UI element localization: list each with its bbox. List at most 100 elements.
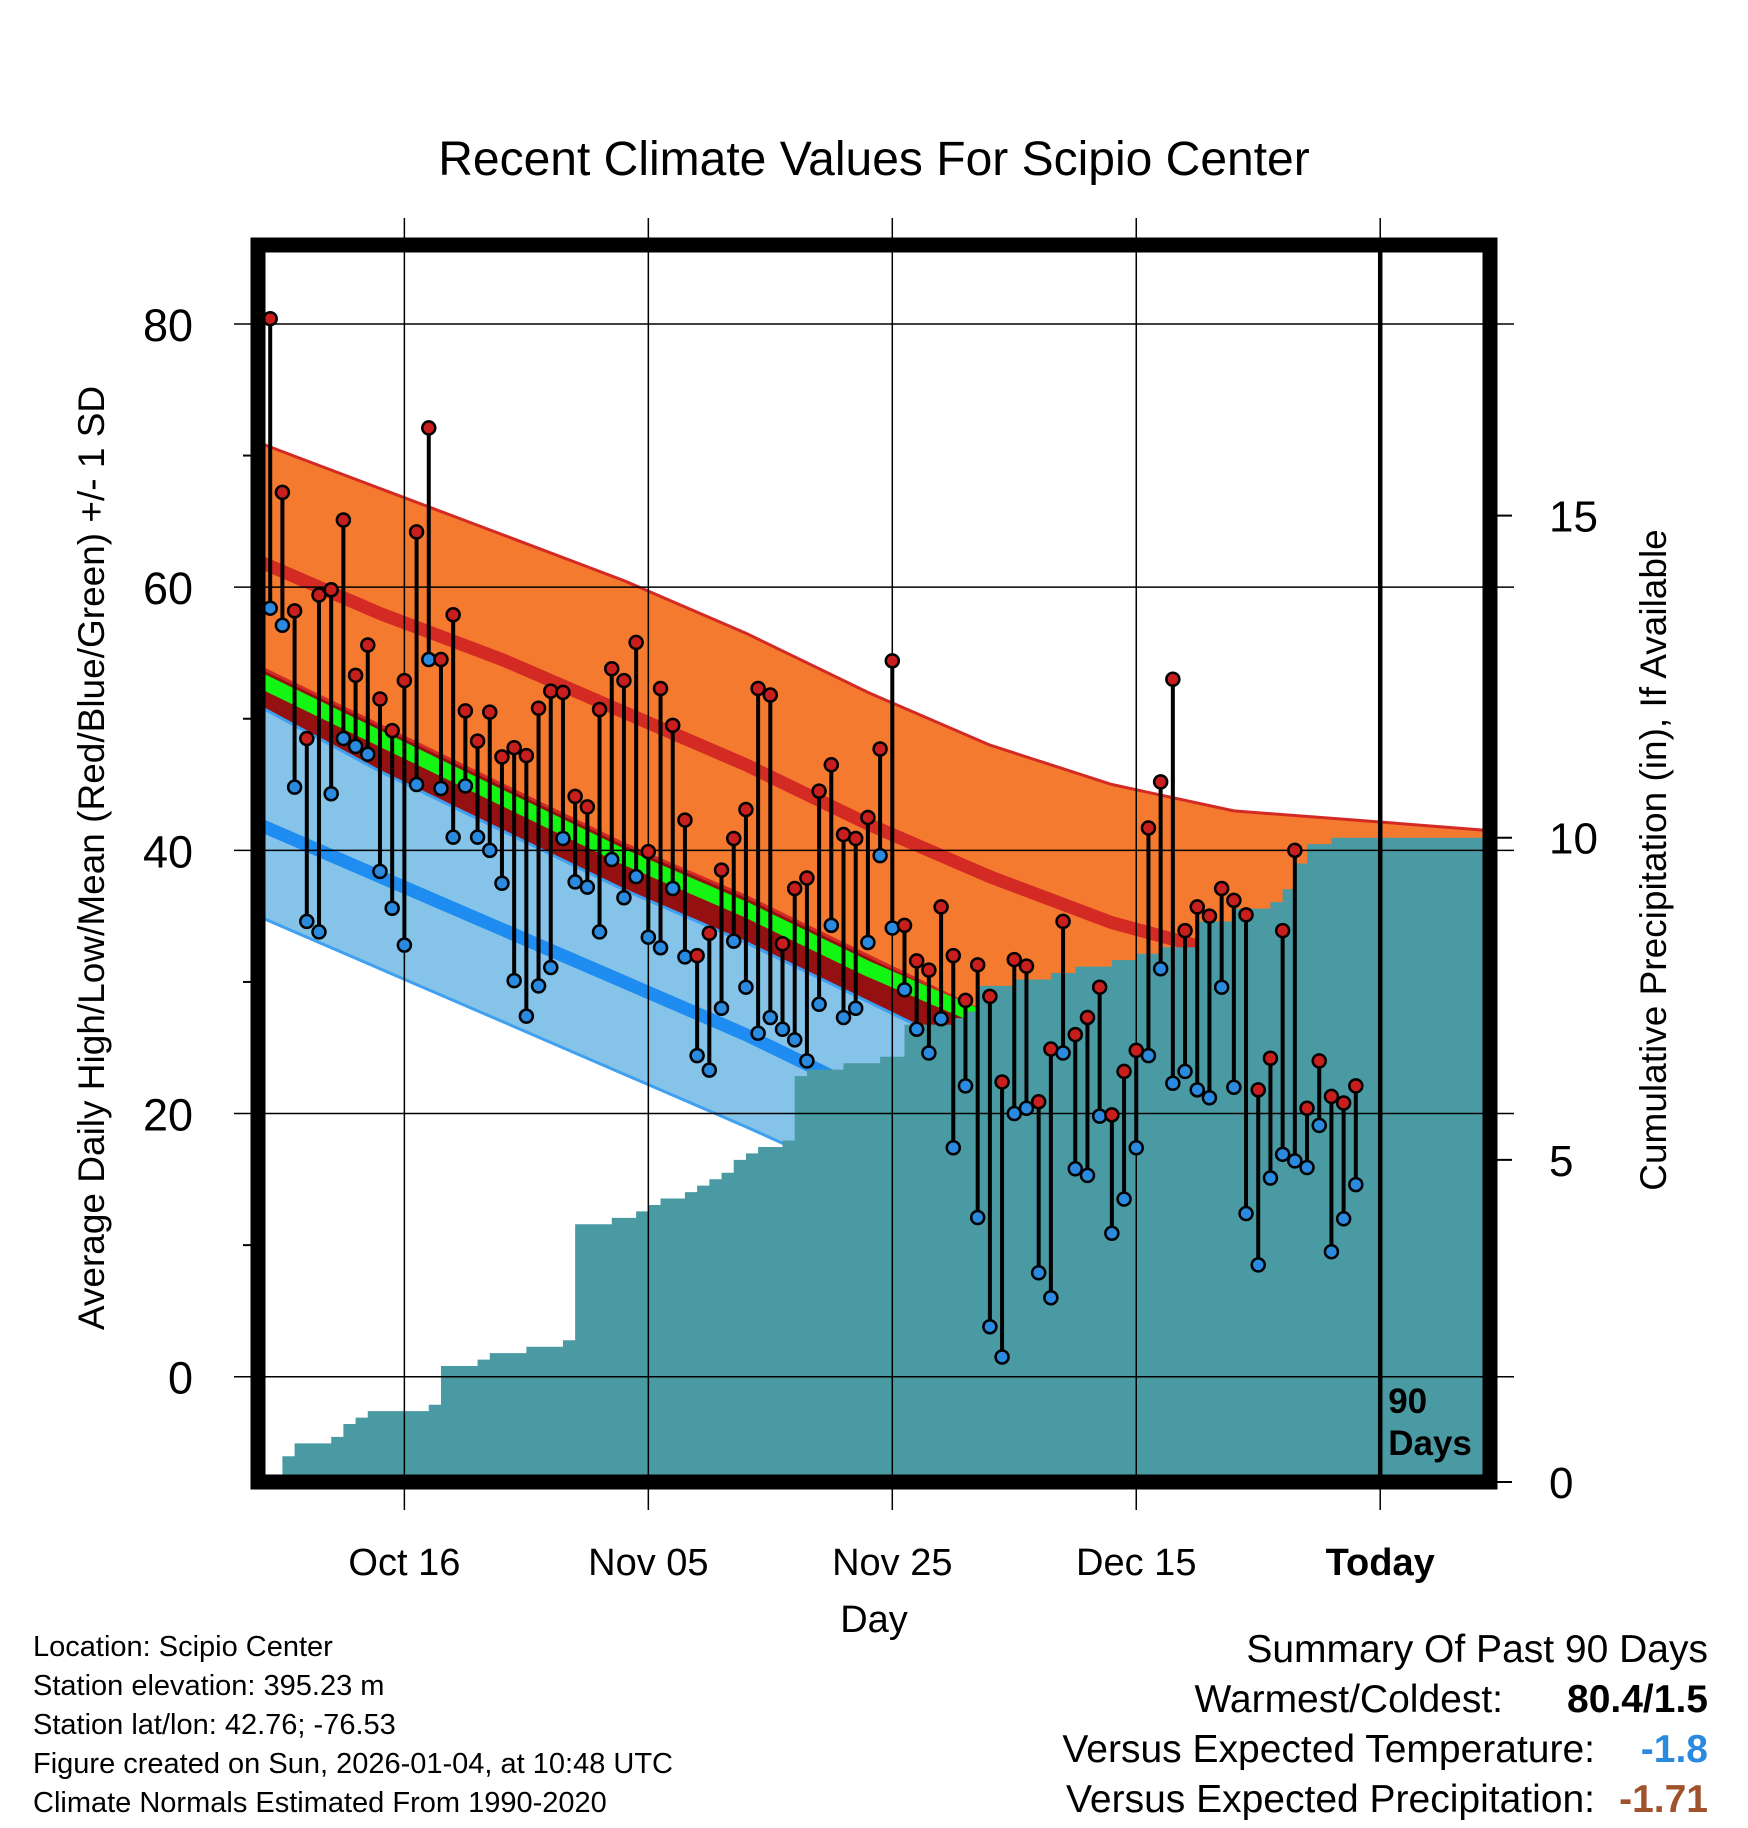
- daily-low-point: [1177, 1063, 1193, 1080]
- daily-low-point: [1055, 1045, 1071, 1061]
- daily-low-point: [1262, 1170, 1279, 1186]
- daily-low-point: [1006, 1105, 1023, 1122]
- daily-low-point: [543, 959, 559, 976]
- y-tick-label: 80: [143, 300, 193, 351]
- summary-temp-label: Versus Expected Temperature:: [1062, 1728, 1595, 1771]
- daily-low-point: [616, 889, 632, 906]
- daily-low-point: [847, 1000, 864, 1017]
- daily-high-point: [360, 637, 376, 653]
- daily-low-point: [677, 949, 693, 965]
- daily-high-point: [579, 799, 596, 815]
- daily-low-point: [262, 600, 278, 616]
- daily-low-point: [896, 982, 913, 998]
- high-upper-line: [257, 440, 1491, 833]
- daily-low-point: [1128, 1139, 1145, 1156]
- daily-low-point: [482, 842, 498, 859]
- daily-low-point: [1323, 1243, 1340, 1260]
- daily-low-point: [530, 978, 547, 994]
- daily-high-point: [384, 722, 400, 739]
- daily-low-point: [335, 730, 352, 747]
- plot-area: [254, 440, 1492, 1482]
- daily-low-point: [750, 1025, 766, 1042]
- daily-low-point: [713, 1000, 730, 1017]
- daily-low-point: [884, 920, 901, 936]
- daily-high-point: [969, 957, 986, 973]
- daily-low-point: [652, 939, 669, 956]
- chart-title: Recent Climate Values For Scipio Center: [438, 133, 1309, 186]
- daily-high-point: [1274, 922, 1291, 939]
- daily-high-point: [811, 783, 827, 799]
- daily-low-point: [994, 1349, 1010, 1365]
- daily-low-point: [1140, 1047, 1157, 1064]
- daily-high-point: [872, 741, 888, 757]
- daily-high-point: [799, 870, 815, 886]
- daily-low-point: [1226, 1079, 1242, 1095]
- daily-low-point: [1311, 1117, 1327, 1134]
- info-created: Figure created on Sun, 2026-01-04, at 10…: [33, 1748, 673, 1780]
- daily-high-point: [908, 953, 925, 969]
- daily-high-point: [555, 684, 571, 701]
- daily-high-point: [1250, 1082, 1266, 1098]
- daily-low-point: [969, 1209, 986, 1226]
- daily-high-point: [408, 524, 425, 540]
- daily-high-point: [603, 660, 620, 677]
- daily-low-point: [311, 924, 327, 940]
- daily-high-point: [543, 683, 559, 699]
- daily-high-point: [335, 512, 352, 528]
- daily-low-point: [908, 1021, 925, 1038]
- daily-low-point: [1299, 1159, 1315, 1176]
- daily-low-point: [933, 1011, 949, 1027]
- y-tick-label: 20: [143, 1090, 193, 1141]
- daily-high-point: [896, 917, 913, 934]
- daily-low-point: [518, 1008, 535, 1024]
- daily-low-point: [299, 913, 315, 930]
- daily-high-point: [1104, 1107, 1120, 1123]
- daily-high-point: [1201, 908, 1218, 924]
- daily-high-point: [347, 667, 364, 684]
- daily-low-point: [1165, 1075, 1181, 1092]
- daily-high-point: [591, 701, 608, 718]
- daily-high-point: [1006, 951, 1023, 968]
- daily-high-point: [847, 830, 864, 847]
- info-latlon: Station lat/lon: 42.76; -76.53: [33, 1709, 396, 1741]
- today-annotation-label: Days: [1388, 1424, 1472, 1463]
- daily-low-point: [701, 1062, 718, 1078]
- daily-high-point: [396, 672, 413, 689]
- daily-low-point: [957, 1078, 974, 1094]
- daily-high-point: [1091, 979, 1108, 995]
- daily-low-point: [762, 1009, 779, 1026]
- daily-low-point: [506, 972, 522, 989]
- y-axis-left-label: Average Daily High/Low/Mean (Red/Blue/Gr…: [71, 386, 112, 1330]
- daily-high-point: [1262, 1050, 1279, 1067]
- daily-low-point: [1067, 1161, 1084, 1177]
- daily-high-point: [786, 880, 803, 897]
- precip-tick-label: 10: [1549, 815, 1598, 864]
- daily-low-point: [494, 875, 510, 891]
- y-tick-label: 60: [143, 563, 193, 614]
- daily-high-point: [1165, 671, 1181, 688]
- daily-low-point: [408, 776, 425, 793]
- daily-high-point: [372, 691, 388, 707]
- daily-low-point: [1213, 979, 1230, 995]
- daily-low-point: [1189, 1082, 1205, 1098]
- daily-high-point: [1348, 1078, 1364, 1094]
- daily-high-point: [860, 809, 876, 826]
- today-annotation-number: 90: [1388, 1382, 1427, 1421]
- daily-low-point: [799, 1053, 815, 1069]
- daily-high-point: [299, 730, 315, 747]
- daily-low-point: [1287, 1153, 1303, 1169]
- daily-high-point: [884, 653, 901, 669]
- daily-high-point: [1067, 1026, 1084, 1043]
- daily-low-point: [1348, 1176, 1364, 1193]
- x-tick-label: Nov 05: [588, 1542, 708, 1584]
- daily-high-point: [823, 757, 840, 773]
- daily-high-point: [1213, 880, 1230, 897]
- daily-low-point: [591, 924, 608, 940]
- daily-low-point: [555, 830, 571, 847]
- daily-high-point: [482, 704, 498, 720]
- daily-high-point: [933, 899, 949, 915]
- daily-high-point: [1323, 1088, 1340, 1105]
- daily-high-point: [713, 862, 730, 878]
- daily-low-point: [1104, 1225, 1120, 1242]
